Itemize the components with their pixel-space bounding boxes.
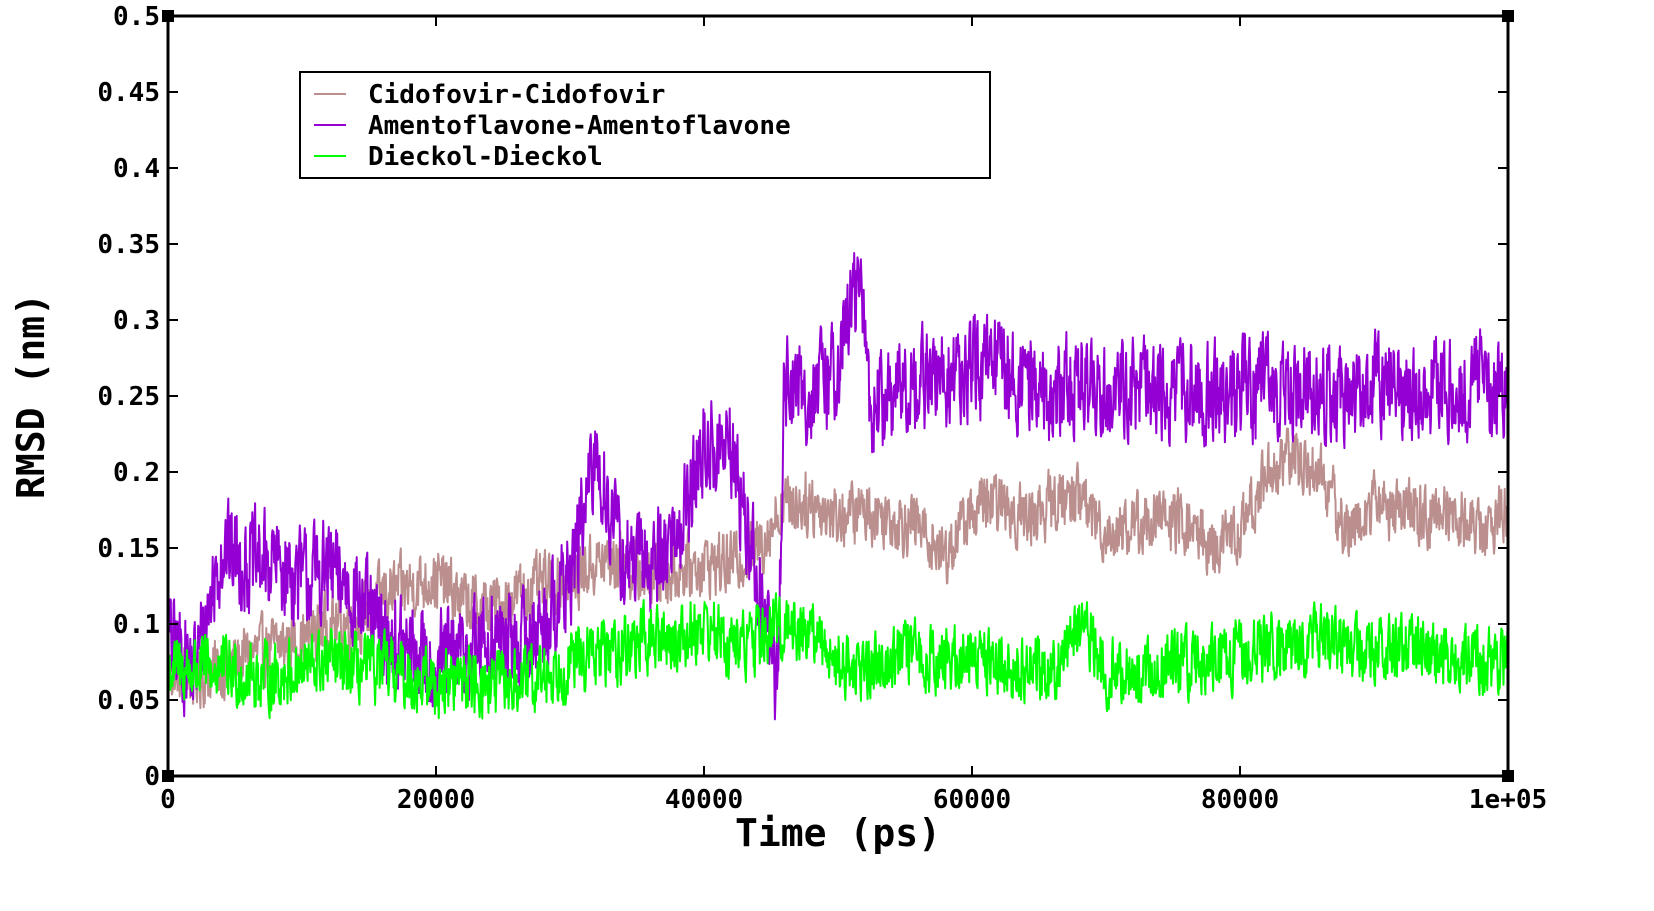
legend-label: Dieckol-Dieckol bbox=[368, 142, 603, 172]
x-tick-label: 80000 bbox=[1201, 785, 1279, 815]
y-tick-label: 0 bbox=[144, 762, 160, 792]
x-tick-label: 40000 bbox=[665, 785, 743, 815]
x-axis-title: Time (ps) bbox=[735, 811, 941, 855]
x-tick-label: 0 bbox=[160, 785, 176, 815]
y-tick-label: 0.05 bbox=[97, 686, 160, 716]
series-line-amentoflavone-amentoflavone bbox=[167, 252, 1509, 721]
series-line-cidofovir-cidofovir bbox=[167, 427, 1509, 710]
series-layer bbox=[167, 252, 1509, 721]
y-tick-label: 0.3 bbox=[113, 306, 160, 336]
x-tick-label: 1e+05 bbox=[1469, 785, 1547, 815]
y-tick-label: 0.25 bbox=[97, 382, 160, 412]
y-tick-label: 0.15 bbox=[97, 534, 160, 564]
y-tick-label: 0.2 bbox=[113, 458, 160, 488]
axis-ticks bbox=[167, 15, 1509, 777]
y-tick-label: 0.1 bbox=[113, 610, 160, 640]
x-tick-label: 60000 bbox=[933, 785, 1011, 815]
legend: Cidofovir-CidofovirAmentoflavone-Amentof… bbox=[299, 71, 991, 179]
y-tick-label: 0.5 bbox=[113, 2, 160, 32]
axis-tick-labels: 0 20000 40000 60000 80000 1e+05 0 0.05 0.1 0.15 0.… bbox=[97, 2, 1547, 815]
x-tick-label: 20000 bbox=[397, 785, 475, 815]
y-axis-title: RMSD (nm) bbox=[9, 293, 53, 499]
legend-label: Cidofovir-Cidofovir bbox=[368, 80, 665, 110]
y-tick-label: 0.35 bbox=[97, 230, 160, 260]
series-line-dieckol-dieckol bbox=[167, 592, 1509, 720]
legend-box bbox=[299, 71, 991, 179]
legend-label: Amentoflavone-Amentoflavone bbox=[368, 111, 791, 141]
y-tick-label: 0.4 bbox=[113, 154, 160, 184]
y-tick-label: 0.45 bbox=[97, 78, 160, 108]
